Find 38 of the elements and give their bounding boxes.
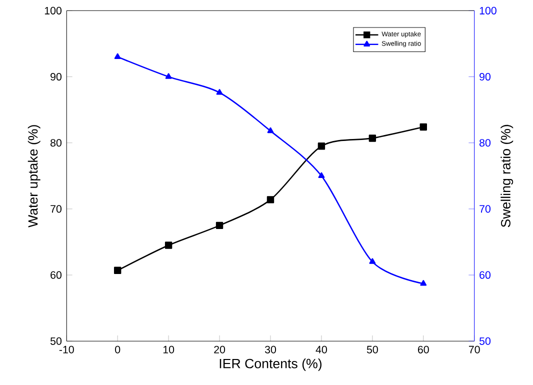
y-tick-label: 100 <box>44 6 62 14</box>
x-tick-label: 70 <box>468 346 480 354</box>
point <box>164 242 172 249</box>
y2-tick-label: 50 <box>479 337 491 345</box>
y-tick-label: 60 <box>50 271 62 279</box>
y-tick-label: 50 <box>50 337 62 345</box>
y-tick-label: 70 <box>50 205 62 213</box>
x-tick-label: 20 <box>214 346 226 354</box>
x-axis-title: IER Contents (%) <box>220 358 322 371</box>
y2-tick-label: 60 <box>480 271 491 279</box>
x-tick-label: -10 <box>59 346 74 354</box>
point <box>369 258 376 264</box>
point <box>420 280 427 286</box>
point <box>267 127 274 134</box>
point <box>165 73 172 79</box>
x-tick-label: 50 <box>366 346 378 354</box>
y2-tick-label: 80 <box>480 139 491 147</box>
y2-axis-title: Swelling ratio (%) <box>500 124 514 228</box>
y2-tick-label: 90 <box>480 72 491 80</box>
x-tick-label: 10 <box>163 346 174 354</box>
point <box>318 142 326 150</box>
point <box>216 88 223 95</box>
point <box>114 53 121 60</box>
y2-tick-label: 100 <box>480 6 496 14</box>
x-tick-label: 0 <box>115 346 120 354</box>
point <box>266 196 274 204</box>
point <box>368 134 376 142</box>
y2-tick-label: 70 <box>480 205 491 213</box>
x-tick-label: 60 <box>418 346 429 354</box>
point <box>420 123 427 131</box>
point <box>114 266 122 274</box>
point <box>318 172 325 178</box>
y-tick-label: 90 <box>50 72 62 80</box>
y-tick-label: 80 <box>50 139 62 147</box>
point <box>216 222 224 230</box>
y-axis-title: Water uptake (%) <box>28 125 40 228</box>
x-tick-label: 40 <box>316 346 327 354</box>
x-tick-label: 30 <box>264 346 276 354</box>
